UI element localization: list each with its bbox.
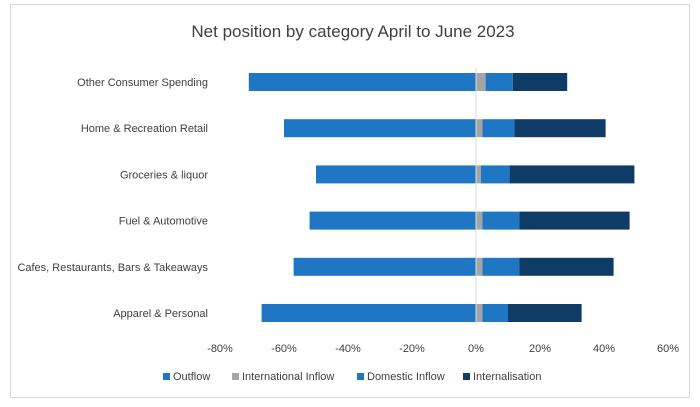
bar-outflow-cafes-restaurants-bars-takeaways: [293, 257, 476, 276]
bar-international-inflow-other-consumer-spending: [476, 73, 486, 91]
bar-internalisation-cafes-restaurants-bars-takeaways: [519, 257, 614, 276]
category-label-fuel-automotive: Fuel & Automotive: [119, 216, 208, 228]
x-tick-label: -40%: [335, 343, 361, 355]
legend: Outflow International Inflow Domestic Infl…: [163, 371, 542, 383]
x-tick-label: -60%: [271, 343, 297, 355]
legend-label-domestic-inflow: Domestic Inflow: [367, 371, 445, 383]
x-tick-label: 20%: [529, 343, 551, 355]
x-tick-label: 0%: [468, 343, 484, 355]
legend-swatch-domestic-inflow: [357, 373, 364, 380]
category-label-groceries-liquor: Groceries & liquor: [120, 169, 208, 181]
bar-internalisation-home-recreation-retail: [514, 119, 606, 138]
legend-label-international-inflow: International Inflow: [242, 371, 334, 383]
x-tick-label: 60%: [657, 343, 679, 355]
chart-title: Net position by category April to June 2…: [191, 22, 514, 41]
bar-outflow-apparel-personal: [261, 304, 476, 322]
legend-label-internalisation: Internalisation: [473, 371, 542, 383]
x-tick-label: 40%: [593, 343, 615, 355]
bar-domestic-inflow-groceries-liquor: [480, 165, 510, 184]
bar-international-inflow-groceries-liquor: [476, 165, 481, 184]
category-label-apparel-personal: Apparel & Personal: [113, 308, 208, 320]
bar-domestic-inflow-home-recreation-retail: [482, 119, 515, 138]
bar-internalisation-apparel-personal: [508, 304, 582, 322]
bar-domestic-inflow-cafes-restaurants-bars-takeaways: [482, 257, 520, 276]
bar-international-inflow-fuel-automotive: [476, 211, 483, 230]
bar-domestic-inflow-fuel-automotive: [482, 211, 520, 230]
legend-swatch-internalisation: [463, 373, 470, 380]
bar-internalisation-fuel-automotive: [519, 211, 630, 230]
bar-international-inflow-apparel-personal: [476, 304, 483, 322]
category-label-home-recreation-retail: Home & Recreation Retail: [81, 123, 208, 135]
category-labels: Other Consumer Spending Home & Recreation…: [17, 77, 208, 320]
legend-label-outflow: Outflow: [173, 371, 210, 383]
category-label-other-consumer-spending: Other Consumer Spending: [77, 77, 208, 89]
x-tick-labels: -80% -60% -40% -20% 0% 20% 40% 60%: [207, 343, 679, 355]
bar-outflow-fuel-automotive: [309, 211, 476, 230]
legend-swatch-international-inflow: [232, 373, 239, 380]
bar-internalisation-other-consumer-spending: [512, 73, 568, 91]
bar-international-inflow-home-recreation-retail: [476, 119, 483, 138]
bar-outflow-home-recreation-retail: [284, 119, 476, 138]
bar-domestic-inflow-apparel-personal: [482, 304, 508, 322]
legend-swatch-outflow: [163, 373, 170, 380]
bar-internalisation-groceries-liquor: [509, 165, 635, 184]
bars: [248, 73, 635, 322]
bar-international-inflow-cafes-restaurants-bars-takeaways: [476, 257, 483, 276]
category-label-cafes-restaurants-bars-takeaways: Cafes, Restaurants, Bars & Takeaways: [17, 262, 208, 274]
bar-domestic-inflow-other-consumer-spending: [485, 73, 513, 91]
bar-outflow-groceries-liquor: [316, 165, 476, 184]
chart-frame: [10, 4, 690, 398]
x-tick-label: -20%: [399, 343, 425, 355]
x-tick-label: -80%: [207, 343, 233, 355]
bar-outflow-other-consumer-spending: [248, 73, 476, 91]
